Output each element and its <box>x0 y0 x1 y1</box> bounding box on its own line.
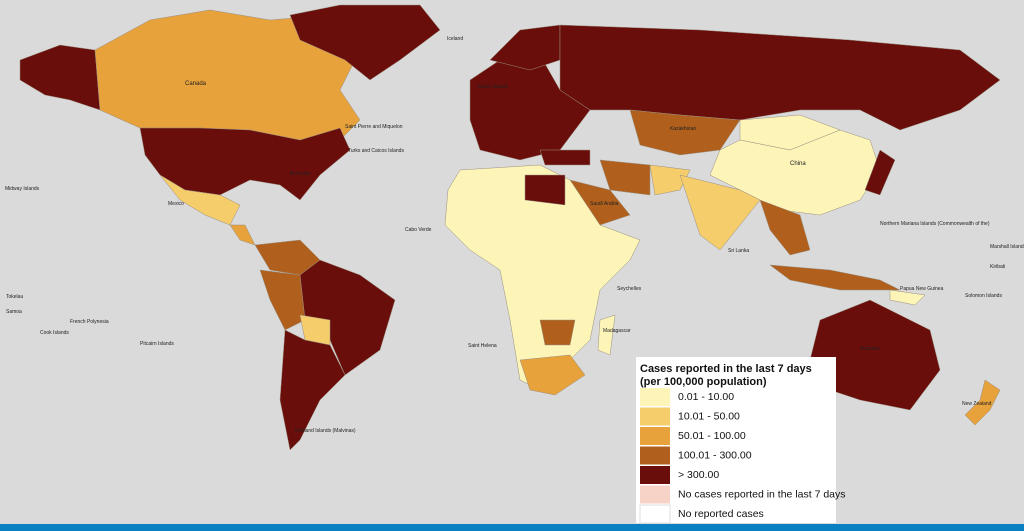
place-label: Madagascar <box>603 328 631 334</box>
country <box>524 174 566 206</box>
legend-swatch <box>640 388 670 406</box>
place-label: Pitcairn Islands <box>140 341 174 347</box>
country <box>679 174 761 251</box>
country <box>19 44 101 111</box>
legend-swatch <box>640 446 670 465</box>
place-label: Saudi Arabia <box>590 201 619 207</box>
legend-swatch <box>640 485 670 504</box>
legend-title: Cases reported in the last 7 days <box>640 363 812 375</box>
legend-title: (per 100,000 population) <box>640 376 767 388</box>
place-label: Saint Helena <box>468 343 497 349</box>
countries <box>19 4 1001 451</box>
country <box>889 289 926 306</box>
place-label: Kiribati <box>990 264 1005 270</box>
legend: Cases reported in the last 7 days(per 10… <box>639 363 846 524</box>
country <box>864 149 896 196</box>
place-label: Samoa <box>6 309 22 315</box>
place-label: Bermuda <box>290 171 311 177</box>
place-label: Saint Pierre and Miquelon <box>345 124 403 130</box>
country <box>599 159 651 196</box>
legend-label: 50.01 - 100.00 <box>678 430 746 442</box>
place-label: Turks and Caicos Islands <box>348 148 404 154</box>
country <box>279 329 346 451</box>
country <box>559 24 1001 131</box>
country <box>769 264 901 291</box>
country <box>597 314 616 356</box>
place-label: Northern Mariana Islands (Commonwealth o… <box>880 221 990 227</box>
legend-swatch <box>640 407 670 426</box>
legend-label: > 300.00 <box>678 469 719 481</box>
place-label: Iceland <box>447 36 463 42</box>
place-label: New Zealand <box>962 401 992 407</box>
bottom-bar <box>0 524 1024 531</box>
place-label: Sri Lanka <box>728 248 749 254</box>
legend-swatch <box>640 427 670 445</box>
place-label: Australia <box>860 346 880 352</box>
place-labels: Canada China Mexico Kazakhstan Saudi Arabia S… <box>5 36 1024 434</box>
country <box>539 319 576 346</box>
country <box>159 174 241 226</box>
place-label: Seychelles <box>617 286 642 292</box>
place-label: Faroe Islands <box>478 84 509 90</box>
country <box>759 199 811 256</box>
place-label: Tokelau <box>6 294 23 300</box>
place-label: Kazakhstan <box>670 126 696 132</box>
place-label: Midway Islands <box>5 186 40 192</box>
place-label: Papua New Guinea <box>900 286 944 292</box>
legend-label: No reported cases <box>678 508 764 520</box>
legend-swatch <box>640 466 670 484</box>
legend-label: 10.01 - 50.00 <box>678 410 740 422</box>
country <box>289 4 441 81</box>
place-label: Solomon Islands <box>965 293 1002 299</box>
country <box>649 164 691 196</box>
country <box>964 379 1001 426</box>
place-label: Marshall Islands <box>990 244 1024 250</box>
place-label: Cook Islands <box>40 330 69 336</box>
legend-label: 0.01 - 10.00 <box>678 391 734 403</box>
legend-label: 100.01 - 300.00 <box>678 449 752 461</box>
place-label: Canada <box>185 81 207 87</box>
place-label: China <box>790 161 806 167</box>
place-label: Falkland Islands (Malvinas) <box>295 428 356 434</box>
country <box>259 269 306 331</box>
place-label: Mexico <box>168 201 184 207</box>
country <box>539 149 591 166</box>
place-label: Cabo Verde <box>405 227 432 233</box>
country <box>519 354 586 396</box>
place-label: French Polynesia <box>70 319 109 325</box>
legend-swatch <box>639 504 671 524</box>
legend-label: No cases reported in the last 7 days <box>678 488 846 500</box>
